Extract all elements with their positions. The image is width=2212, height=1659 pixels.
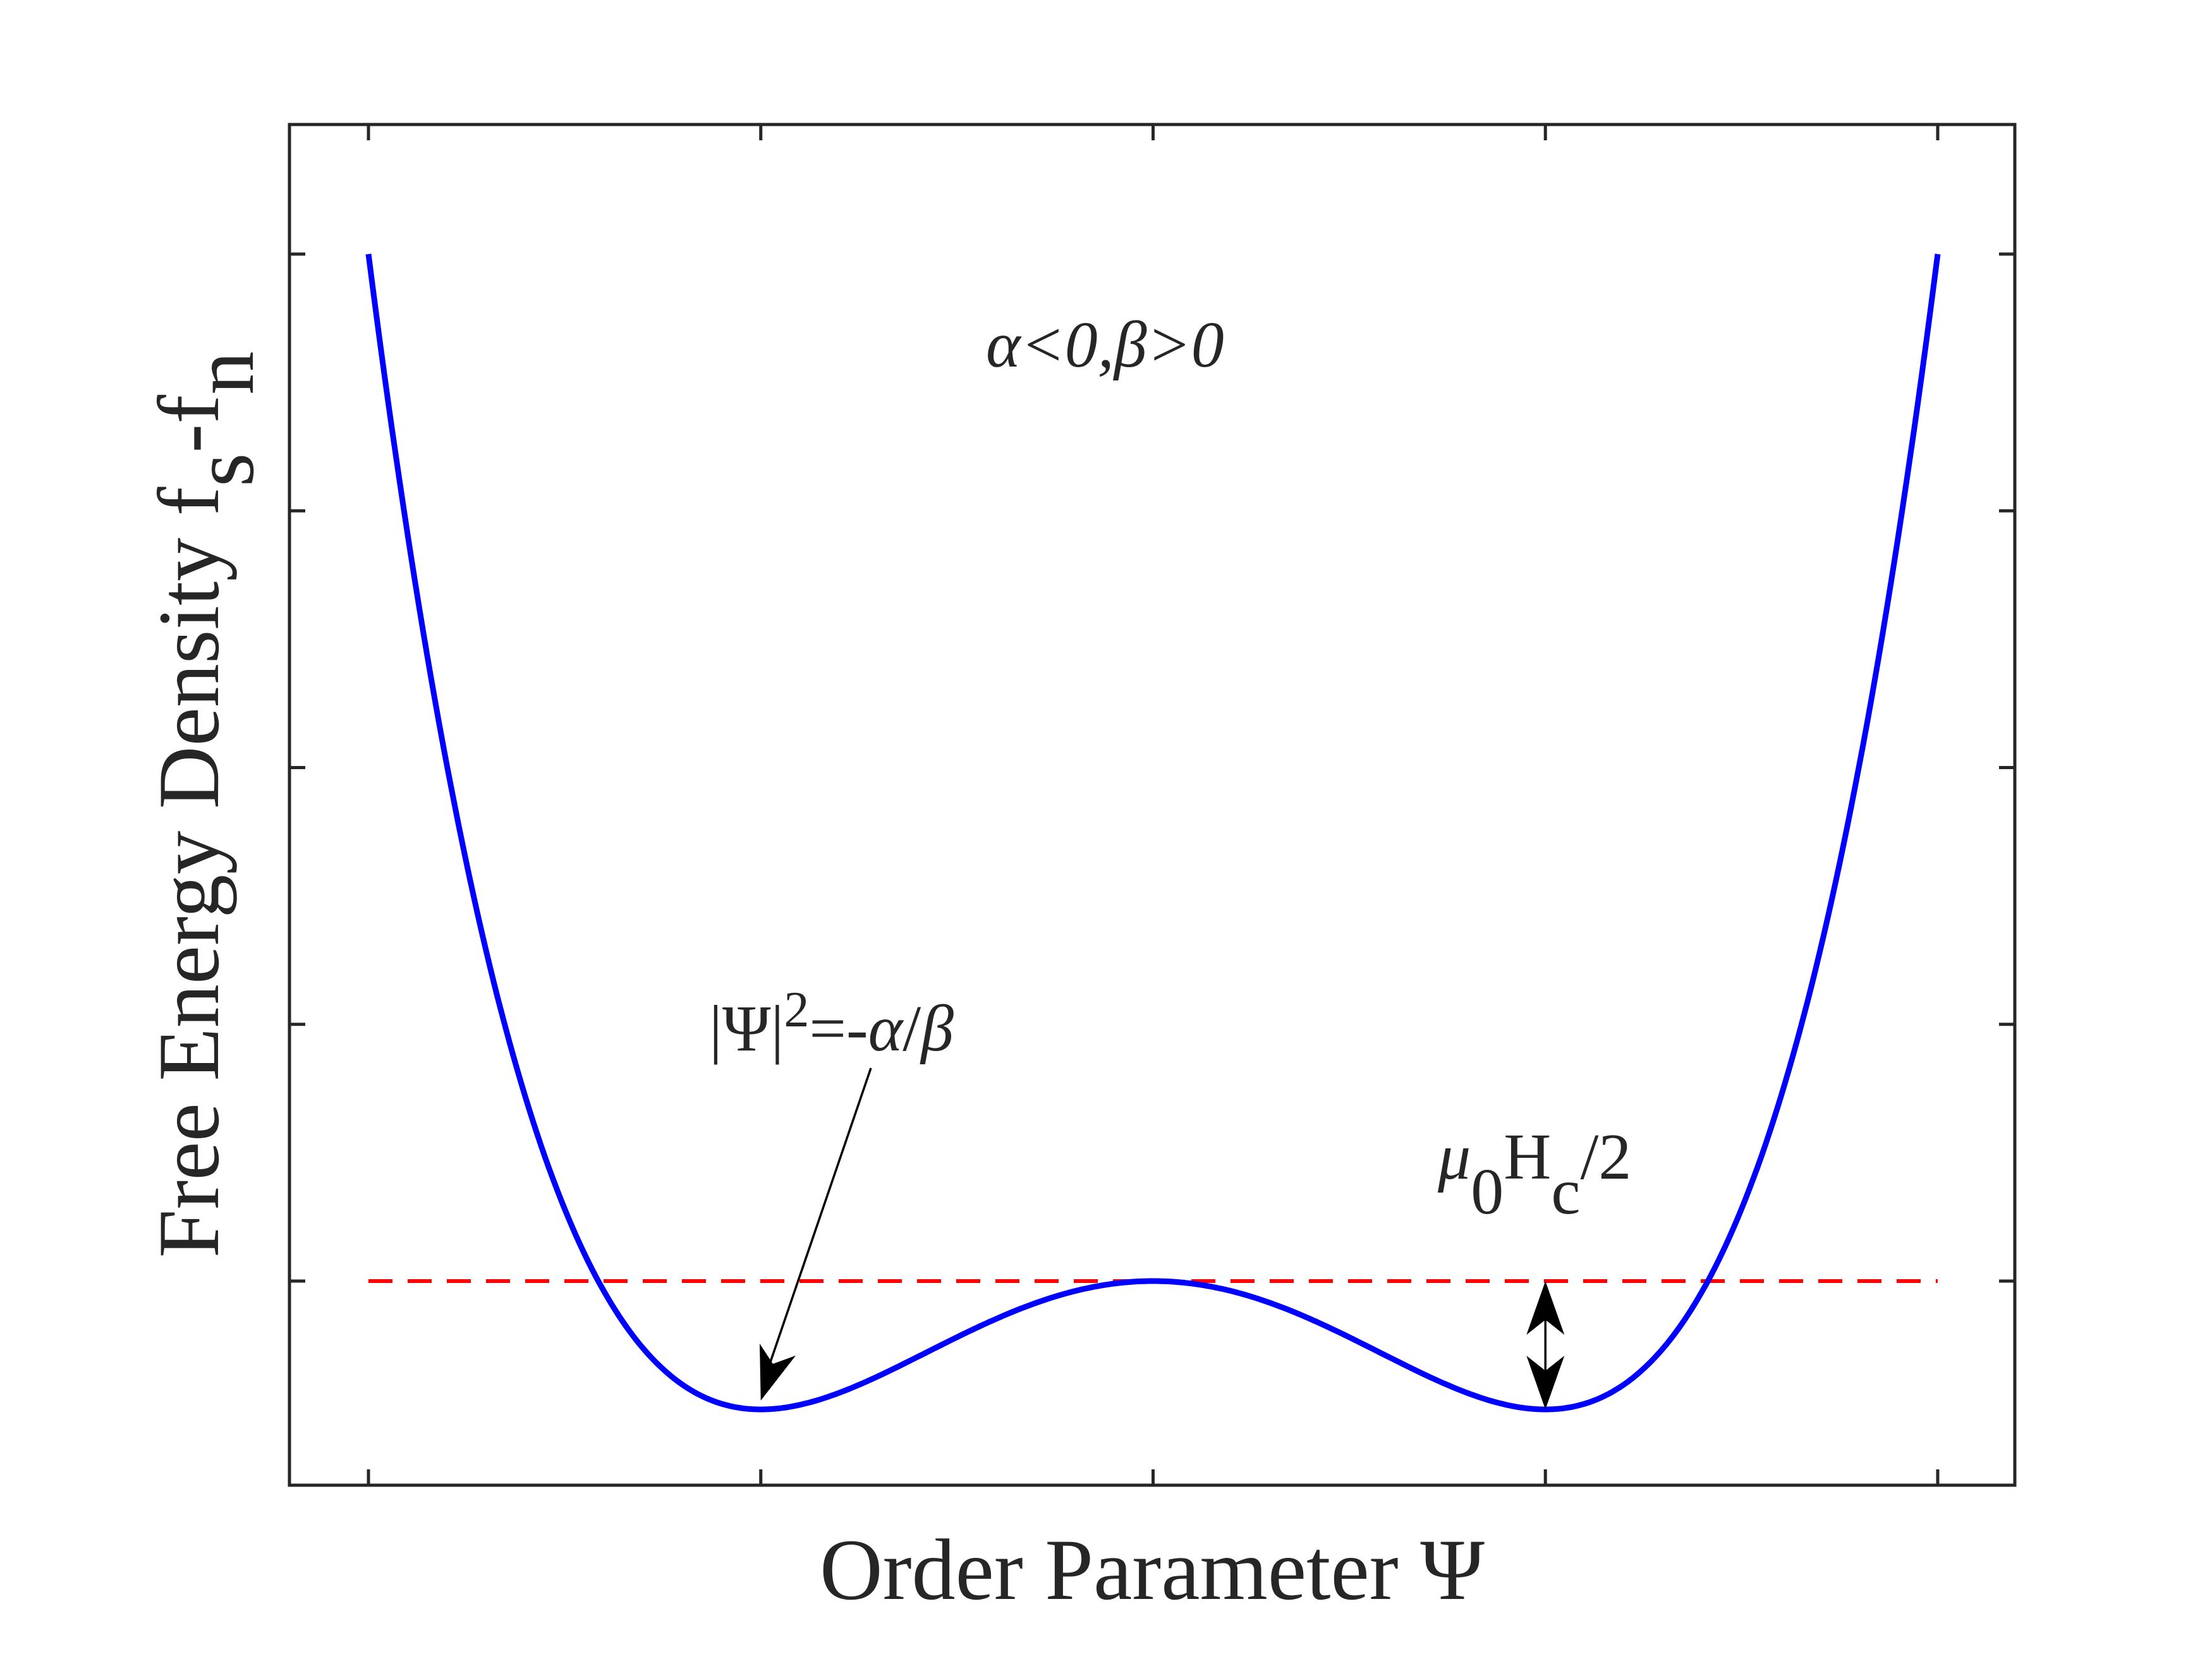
x-axis-label: Order Parameter Ψ [820, 1521, 1485, 1618]
mu-symbol: μ [1437, 1121, 1471, 1193]
psi-exponent: 2 [784, 982, 809, 1038]
condensation-arrow-head-bottom [1526, 1356, 1565, 1410]
beta-symbol: β [920, 992, 954, 1065]
y-label-main: Free Energy Density f [140, 487, 237, 1258]
slash: / [902, 992, 921, 1065]
mu-subscript: 0 [1471, 1155, 1504, 1228]
plot-frame [288, 123, 2017, 1487]
free-energy-curve-series [365, 253, 1941, 1413]
psi-abs: |Ψ| [709, 992, 784, 1065]
minimum-annotation: |Ψ|2=-α/β [709, 982, 954, 1065]
y-label-minus-f: -f [140, 395, 237, 453]
condensation-annotation: μ0Hc/2 [1437, 1121, 1631, 1228]
y-axis-label: Free Energy Density fs-fn [140, 351, 272, 1258]
minimum-arrow-head [760, 1344, 796, 1401]
h-letter: H [1504, 1121, 1551, 1193]
h-subscript: c [1551, 1155, 1580, 1228]
y-label-sub-s: s [175, 453, 272, 487]
condition-annotation: α<0,β>0 [986, 308, 1224, 381]
alpha-symbol: α [868, 992, 904, 1065]
minimum-arrow-line [765, 1067, 872, 1376]
axis-ticks [289, 125, 2015, 1485]
equals-minus: =- [809, 992, 868, 1065]
over-two: /2 [1580, 1121, 1631, 1193]
condensation-arrow-head-top [1526, 1281, 1565, 1335]
y-label-sub-n: n [175, 351, 272, 395]
